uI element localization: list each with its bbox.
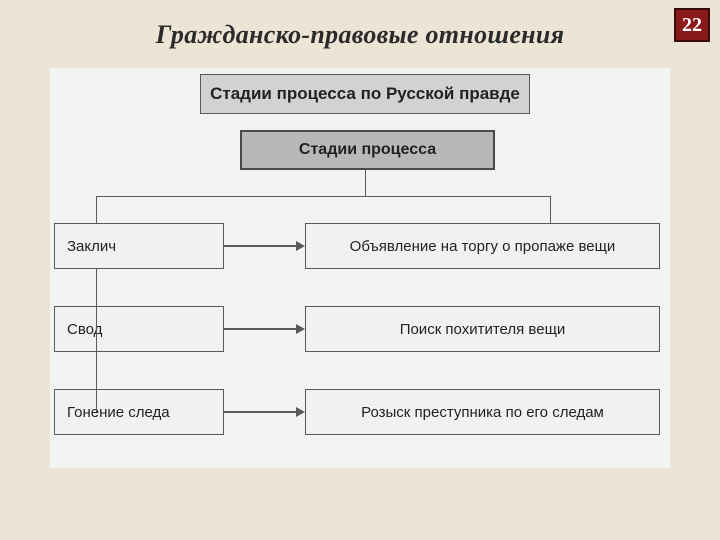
stage-box-1: Свод bbox=[54, 306, 224, 352]
flowchart-diagram: Стадии процесса по Русской правде Стадии … bbox=[50, 68, 670, 468]
stages-box: Стадии процесса bbox=[240, 130, 495, 170]
page-number-badge: 22 bbox=[674, 8, 710, 42]
connector-line bbox=[96, 269, 97, 412]
stage-box-2: Гонение следа bbox=[54, 389, 224, 435]
description-box-2: Розыск преступника по его следам bbox=[305, 389, 660, 435]
connector-line bbox=[365, 170, 366, 196]
diagram-header-box: Стадии процесса по Русской правде bbox=[200, 74, 530, 114]
arrow-line bbox=[224, 245, 296, 247]
page-number: 22 bbox=[682, 14, 702, 37]
slide: 22 Гражданско-правовые отношения Стадии … bbox=[0, 0, 720, 540]
arrow-line bbox=[224, 411, 296, 413]
connector-line bbox=[96, 196, 97, 223]
connector-line bbox=[550, 196, 551, 223]
stage-box-0: Заклич bbox=[54, 223, 224, 269]
arrow-line bbox=[224, 328, 296, 330]
description-box-1: Поиск похитителя вещи bbox=[305, 306, 660, 352]
connector-line bbox=[96, 196, 550, 197]
page-title: Гражданско-правовые отношения bbox=[0, 0, 720, 68]
description-box-0: Объявление на торгу о пропаже вещи bbox=[305, 223, 660, 269]
